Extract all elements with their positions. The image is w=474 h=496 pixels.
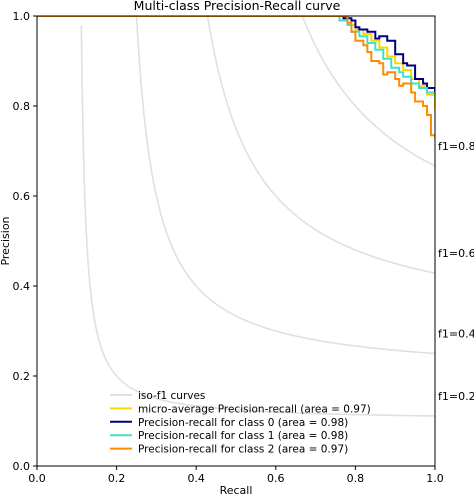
plot-frame	[36, 15, 436, 467]
iso-f1-curve	[301, 16, 435, 167]
y-tick-label: 0.8	[13, 100, 31, 113]
y-tick-label: 0.4	[13, 280, 31, 293]
y-axis-label: Precision	[0, 216, 12, 265]
y-axis-ticks: 0.0 0.2 0.4 0.6 0.8 1.0	[13, 10, 37, 473]
iso-f1-curve	[135, 16, 435, 355]
y-tick-label: 0.2	[13, 370, 31, 383]
y-tick-label: 1.0	[13, 10, 31, 23]
legend-label: micro-average Precision-recall (area = 0…	[138, 403, 371, 415]
iso-f1-label: f1=0.2	[438, 390, 474, 403]
chart-title: Multi-class Precision-Recall curve	[134, 0, 341, 13]
iso-f1-label: f1=0.4	[438, 327, 474, 340]
x-tick-label: 0.6	[267, 472, 285, 485]
legend-label: iso-f1 curves	[138, 390, 205, 402]
x-tick-label: 0.2	[108, 472, 126, 485]
iso-f1-curve	[206, 16, 435, 274]
x-tick-label: 0.0	[28, 472, 46, 485]
series-line	[37, 16, 435, 97]
x-tick-label: 0.8	[347, 472, 365, 485]
x-tick-label: 0.4	[187, 472, 205, 485]
x-axis-label: Recall	[220, 484, 253, 496]
iso-f1-labels: f1=0.2 f1=0.4 f1=0.6 f1=0.8	[438, 140, 474, 403]
iso-f1-label: f1=0.8	[438, 140, 474, 153]
iso-f1-curves	[80, 16, 435, 417]
legend-label: Precision-recall for class 2 (area = 0.9…	[138, 444, 348, 456]
iso-f1-label: f1=0.6	[438, 247, 474, 260]
iso-f1-curve	[80, 25, 435, 417]
y-tick-label: 0.6	[13, 190, 31, 203]
legend-label: Precision-recall for class 1 (area = 0.9…	[138, 430, 348, 442]
series-line	[37, 16, 435, 95]
legend-label: Precision-recall for class 0 (area = 0.9…	[138, 417, 348, 429]
series-line	[37, 16, 435, 138]
y-tick-label: 0.0	[13, 460, 31, 473]
pr-series	[37, 16, 435, 138]
x-tick-label: 1.0	[426, 472, 444, 485]
x-axis-ticks: 0.0 0.2 0.4 0.6 0.8 1.0	[28, 466, 444, 485]
